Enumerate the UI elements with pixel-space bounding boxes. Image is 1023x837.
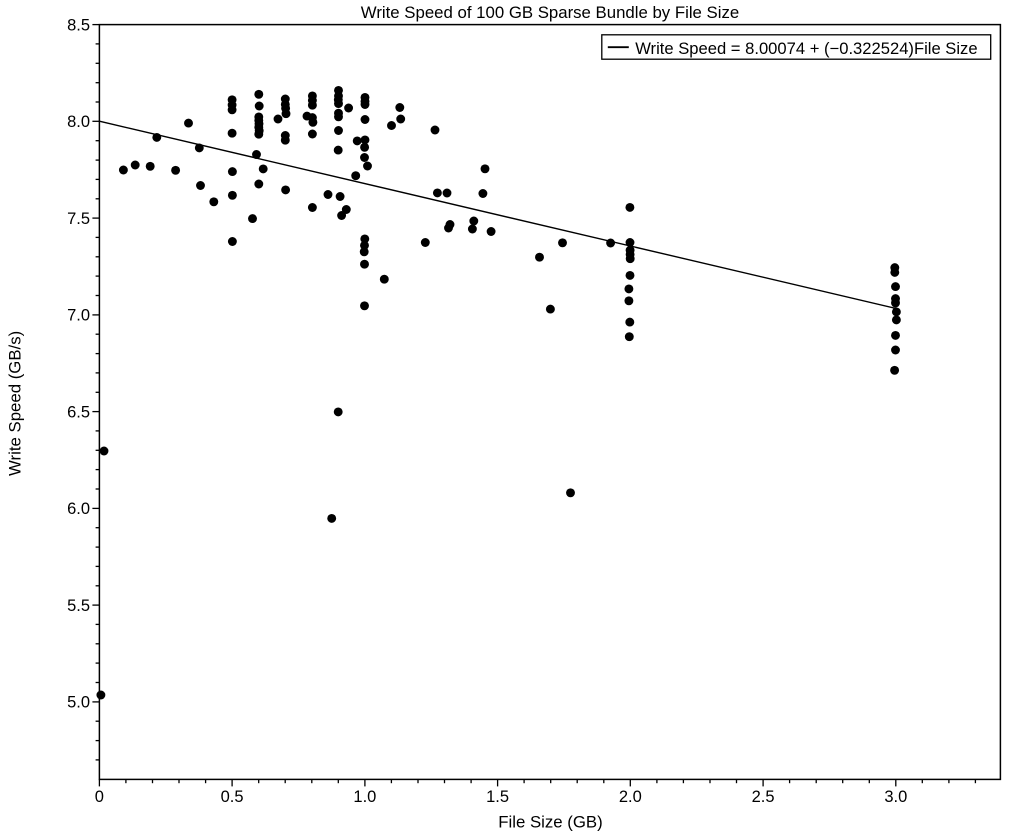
- svg-text:7.0: 7.0: [67, 307, 90, 325]
- svg-text:2.0: 2.0: [619, 788, 642, 806]
- svg-text:Write Speed (GB/s): Write Speed (GB/s): [6, 331, 25, 476]
- svg-text:3.0: 3.0: [884, 788, 907, 806]
- svg-text:5.5: 5.5: [67, 597, 90, 615]
- svg-text:Write Speed = 8.00074 + (−0.32: Write Speed = 8.00074 + (−0.322524)File …: [635, 39, 977, 58]
- svg-text:1.5: 1.5: [486, 788, 509, 806]
- svg-text:6.0: 6.0: [67, 500, 90, 518]
- svg-text:0: 0: [95, 788, 104, 806]
- svg-text:8.5: 8.5: [67, 16, 90, 34]
- svg-text:2.5: 2.5: [752, 788, 775, 806]
- svg-text:0.5: 0.5: [221, 788, 244, 806]
- svg-text:8.0: 8.0: [67, 113, 90, 131]
- svg-text:5.0: 5.0: [67, 694, 90, 712]
- svg-text:7.5: 7.5: [67, 210, 90, 228]
- svg-text:Write Speed of 100 GB Sparse B: Write Speed of 100 GB Sparse Bundle by F…: [361, 3, 739, 22]
- svg-text:1.0: 1.0: [353, 788, 376, 806]
- svg-text:File Size (GB): File Size (GB): [498, 813, 602, 832]
- svg-text:6.5: 6.5: [67, 403, 90, 421]
